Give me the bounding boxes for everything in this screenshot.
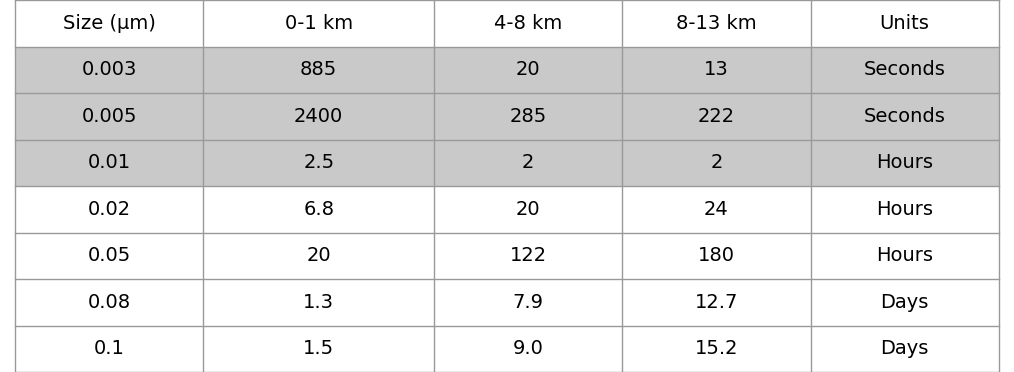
Text: Days: Days <box>880 293 929 312</box>
Bar <box>15 140 999 186</box>
Text: 20: 20 <box>516 200 540 219</box>
Text: 0.003: 0.003 <box>82 60 137 79</box>
Text: 20: 20 <box>516 60 540 79</box>
Text: 20: 20 <box>306 246 331 265</box>
Text: Hours: Hours <box>876 246 933 265</box>
Text: 15.2: 15.2 <box>695 339 738 358</box>
Text: 0.02: 0.02 <box>88 200 131 219</box>
Text: 0.005: 0.005 <box>81 107 137 126</box>
Text: 13: 13 <box>704 60 729 79</box>
Bar <box>15 93 999 140</box>
Text: 0-1 km: 0-1 km <box>285 14 353 33</box>
Bar <box>15 279 999 326</box>
Text: 8-13 km: 8-13 km <box>676 14 756 33</box>
Text: 1.5: 1.5 <box>303 339 335 358</box>
Bar <box>15 186 999 232</box>
Text: Size (μm): Size (μm) <box>63 14 156 33</box>
Text: 2: 2 <box>522 153 534 172</box>
Text: 12.7: 12.7 <box>695 293 738 312</box>
Text: 9.0: 9.0 <box>513 339 544 358</box>
Bar <box>15 232 999 279</box>
Text: 122: 122 <box>510 246 547 265</box>
Text: 0.1: 0.1 <box>94 339 125 358</box>
Text: 1.3: 1.3 <box>303 293 335 312</box>
Text: Hours: Hours <box>876 200 933 219</box>
Text: 180: 180 <box>698 246 735 265</box>
Bar <box>15 326 999 372</box>
Text: 222: 222 <box>698 107 735 126</box>
Bar <box>15 46 999 93</box>
Text: Seconds: Seconds <box>864 60 946 79</box>
Text: 885: 885 <box>300 60 338 79</box>
Text: 0.08: 0.08 <box>88 293 131 312</box>
Text: Hours: Hours <box>876 153 933 172</box>
Text: 6.8: 6.8 <box>303 200 335 219</box>
Text: 285: 285 <box>509 107 547 126</box>
Text: Seconds: Seconds <box>864 107 946 126</box>
Text: 2.5: 2.5 <box>303 153 335 172</box>
Text: 0.01: 0.01 <box>88 153 131 172</box>
Text: Units: Units <box>880 14 930 33</box>
Text: 4-8 km: 4-8 km <box>494 14 562 33</box>
Text: 7.9: 7.9 <box>513 293 544 312</box>
Text: 2: 2 <box>710 153 723 172</box>
Text: 24: 24 <box>704 200 729 219</box>
Text: 0.05: 0.05 <box>88 246 131 265</box>
Text: Days: Days <box>880 339 929 358</box>
Text: 2400: 2400 <box>294 107 344 126</box>
